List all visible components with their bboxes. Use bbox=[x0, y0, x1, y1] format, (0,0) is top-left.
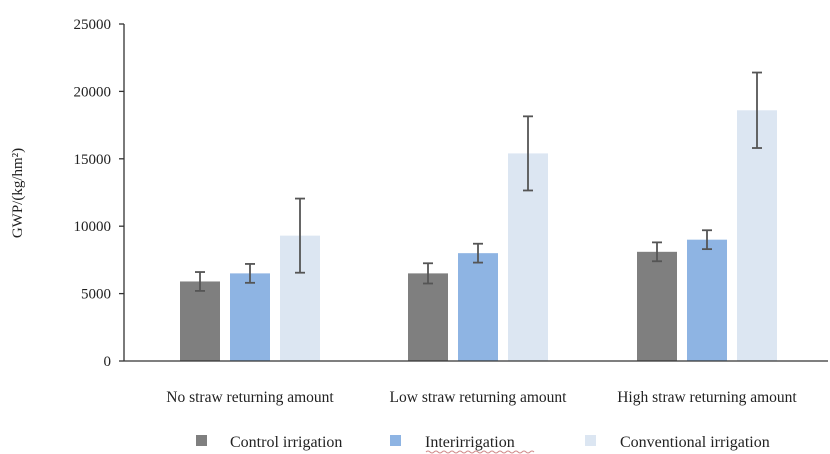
y-tick-label: 25000 bbox=[74, 17, 112, 33]
bars-layer bbox=[180, 110, 777, 361]
bar bbox=[408, 273, 448, 361]
y-axis-label: GWP/(kg/hm²) bbox=[10, 148, 26, 238]
bar bbox=[737, 110, 777, 361]
y-tick-label: 15000 bbox=[74, 152, 112, 168]
legend: Control irrigation Interirrigation Convent… bbox=[196, 434, 770, 454]
bar bbox=[230, 273, 270, 361]
bar bbox=[637, 251, 677, 361]
y-tick-label: 0 bbox=[104, 354, 112, 370]
bar bbox=[180, 281, 220, 361]
legend-label: Interirrigation bbox=[425, 434, 515, 451]
x-category-label: No straw returning amount bbox=[166, 389, 334, 406]
y-tick-label: 5000 bbox=[81, 287, 111, 303]
y-tick-label: 10000 bbox=[74, 219, 112, 235]
bar bbox=[687, 239, 727, 361]
legend-swatch bbox=[196, 435, 207, 446]
x-axis: No straw returning amount Low straw retur… bbox=[124, 360, 828, 406]
y-tick-label: 20000 bbox=[74, 84, 112, 100]
y-axis: 0 5000 10000 15000 20000 25000 bbox=[74, 17, 125, 370]
x-category-label: Low straw returning amount bbox=[390, 389, 568, 406]
legend-swatch bbox=[585, 435, 596, 446]
legend-swatch bbox=[390, 435, 401, 446]
x-category-label: High straw returning amount bbox=[617, 389, 797, 406]
error-bars-layer bbox=[195, 71, 762, 292]
legend-label: Conventional irrigation bbox=[620, 434, 770, 451]
spellcheck-underline bbox=[425, 450, 535, 454]
legend-label: Control irrigation bbox=[230, 434, 342, 451]
bar bbox=[458, 253, 498, 361]
